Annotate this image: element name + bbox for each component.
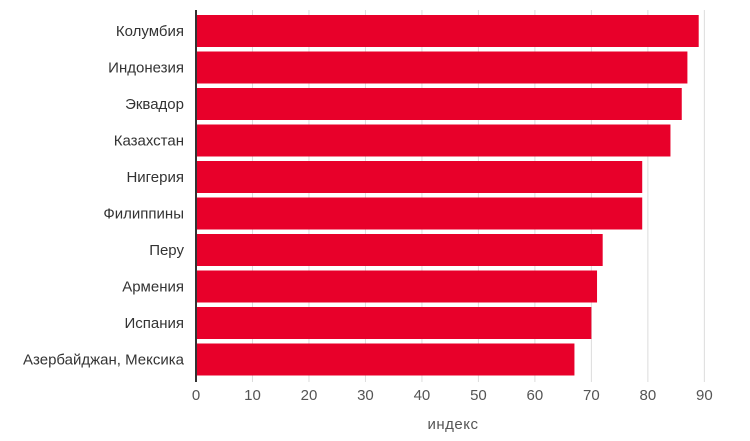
x-tick-label: 90 <box>696 387 713 404</box>
category-label: Перу <box>149 242 184 259</box>
x-tick-label: 30 <box>357 387 374 404</box>
bar <box>196 343 575 376</box>
bar <box>196 51 688 84</box>
bar <box>196 270 598 303</box>
category-label: Нигерия <box>126 169 184 186</box>
category-label: Колумбия <box>116 23 184 40</box>
category-label: Индонезия <box>108 60 184 77</box>
x-tick-label: 50 <box>470 387 487 404</box>
x-tick-label: 10 <box>244 387 261 404</box>
bar <box>196 161 643 193</box>
x-tick-label: 60 <box>527 387 544 404</box>
x-tick-labels: 0 10 20 30 40 50 60 70 80 90 <box>192 387 713 404</box>
category-label: Азербайджан, Мексика <box>23 352 185 369</box>
bar <box>196 307 592 339</box>
x-tick-label: 40 <box>414 387 431 404</box>
bar <box>196 124 671 157</box>
category-labels: Колумбия Индонезия Эквадор Казахстан Нигерия… <box>23 23 185 369</box>
bar <box>196 15 699 47</box>
category-label: Филиппины <box>103 206 184 223</box>
x-tick-label: 80 <box>640 387 657 404</box>
category-label: Казахстан <box>114 133 184 150</box>
x-axis-title: индекс <box>428 416 479 433</box>
bars <box>196 15 699 376</box>
x-tick-label: 70 <box>583 387 600 404</box>
bar <box>196 234 603 266</box>
x-tick-label: 20 <box>301 387 318 404</box>
x-tick-label: 0 <box>192 387 200 404</box>
category-label: Испания <box>124 315 184 332</box>
bar <box>196 197 643 230</box>
category-label: Эквадор <box>125 96 184 113</box>
bar <box>196 88 682 120</box>
category-label: Армения <box>122 279 184 296</box>
